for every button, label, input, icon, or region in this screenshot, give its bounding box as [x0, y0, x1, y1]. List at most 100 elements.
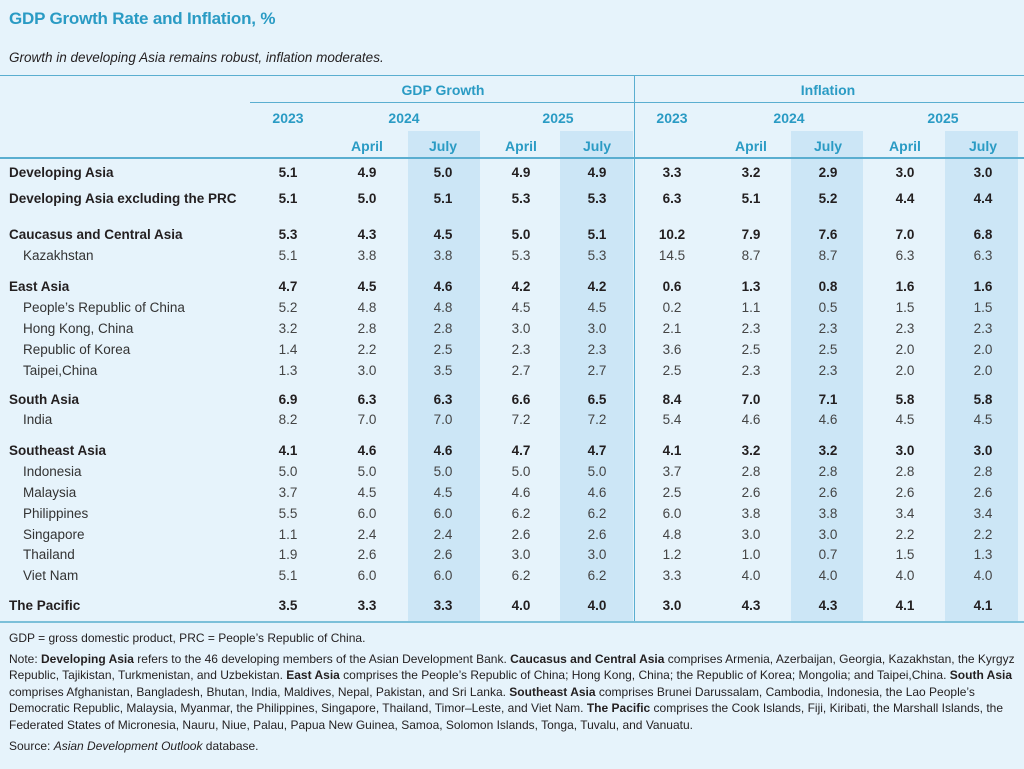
cell-value: 4.0	[818, 568, 838, 583]
cell-value: 2.7	[587, 363, 607, 378]
cell-value: 7.0	[357, 412, 377, 427]
cell-value: 5.0	[587, 464, 607, 479]
row-label: Malaysia	[23, 485, 77, 500]
cell-value: 5.5	[278, 506, 298, 521]
highlight-inflation-2025-july	[945, 131, 1018, 621]
cell-value: 1.0	[741, 547, 761, 562]
cell-value: 4.5	[357, 485, 377, 500]
month-header: April	[351, 138, 383, 154]
cell-value: 5.3	[278, 227, 298, 242]
cell-value: 4.7	[587, 443, 607, 458]
cell-value: 3.3	[662, 568, 682, 583]
note-region-name: Caucasus and Central Asia	[510, 651, 665, 666]
cell-value: 4.4	[973, 191, 993, 206]
cell-value: 6.2	[587, 568, 607, 583]
highlight-inflation-2024-july	[791, 131, 863, 621]
cell-value: 3.0	[895, 443, 915, 458]
cell-value: 0.7	[818, 547, 838, 562]
cell-value: 4.2	[587, 279, 607, 294]
highlight-gdp-2025-july	[560, 131, 633, 621]
row-label: East Asia	[9, 279, 70, 294]
top-rule	[0, 75, 1024, 76]
table-row: Caucasus and Central Asia 5.3 4.3 4.5 5.0 5.1…	[0, 225, 1024, 245]
row-label: Hong Kong, China	[23, 321, 134, 336]
cell-value: 4.0	[741, 568, 761, 583]
cell-value: 1.2	[662, 547, 682, 562]
cell-value: 6.9	[278, 392, 298, 407]
cell-value: 0.2	[662, 300, 682, 315]
cell-value: 7.2	[587, 412, 607, 427]
cell-value: 4.3	[741, 598, 761, 613]
header-rule	[0, 157, 1024, 159]
cell-value: 2.9	[818, 165, 838, 180]
cell-value: 2.0	[895, 342, 915, 357]
cell-value: 5.2	[278, 300, 298, 315]
table-row: Indonesia 5.0 5.0 5.0 5.0 5.0 3.7 2.8 2.8 2.8 2.8	[0, 462, 1024, 482]
cell-value: 6.5	[587, 392, 607, 407]
row-label: Singapore	[23, 527, 85, 542]
cell-value: 5.1	[741, 191, 761, 206]
row-label: Southeast Asia	[9, 443, 107, 458]
month-header: April	[735, 138, 767, 154]
abbreviations-note: GDP = gross domestic product, PRC = Peop…	[9, 631, 366, 645]
cell-value: 8.4	[662, 392, 682, 407]
cell-value: 7.9	[741, 227, 761, 242]
cell-value: 2.6	[895, 485, 915, 500]
cell-value: 2.5	[741, 342, 761, 357]
source-prefix: Source:	[9, 738, 54, 753]
cell-value: 2.8	[895, 464, 915, 479]
cell-value: 7.0	[433, 412, 453, 427]
cell-value: 2.5	[433, 342, 453, 357]
regions-note: Note: Developing Asia refers to the 46 d…	[9, 651, 1019, 734]
cell-value: 2.3	[587, 342, 607, 357]
group-header-inflation: Inflation	[800, 82, 856, 98]
cell-value: 2.6	[818, 485, 838, 500]
cell-value: 5.3	[511, 248, 531, 263]
note-region-text: refers to the 46 developing members of t…	[133, 651, 511, 666]
table-row: Viet Nam 5.1 6.0 6.0 6.2 6.2 3.3 4.0 4.0 4.0 4.0	[0, 566, 1024, 586]
cell-value: 2.6	[587, 527, 607, 542]
cell-value: 1.6	[973, 279, 993, 294]
row-label: People’s Republic of China	[23, 300, 185, 315]
cell-value: 5.1	[433, 191, 453, 206]
row-label: Philippines	[23, 506, 89, 521]
cell-value: 4.1	[662, 443, 682, 458]
cell-value: 3.0	[741, 527, 761, 542]
cell-value: 3.4	[973, 506, 993, 521]
table-row: Hong Kong, China 3.2 2.8 2.8 3.0 3.0 2.1 2.3 2.3…	[0, 319, 1024, 339]
cell-value: 1.5	[895, 547, 915, 562]
cell-value: 4.6	[741, 412, 761, 427]
cell-value: 4.2	[511, 279, 531, 294]
cell-value: 3.0	[973, 165, 993, 180]
cell-value: 4.8	[433, 300, 453, 315]
table-row: Republic of Korea 1.4 2.2 2.5 2.3 2.3 3.6 2.5 2.…	[0, 340, 1024, 360]
cell-value: 2.3	[818, 321, 838, 336]
cell-value: 4.6	[818, 412, 838, 427]
cell-value: 3.0	[587, 321, 607, 336]
cell-value: 3.3	[357, 598, 377, 613]
cell-value: 3.2	[741, 443, 761, 458]
cell-value: 1.3	[278, 363, 298, 378]
cell-value: 4.3	[818, 598, 838, 613]
cell-value: 4.7	[511, 443, 531, 458]
cell-value: 2.5	[662, 485, 682, 500]
cell-value: 5.3	[587, 191, 607, 206]
cell-value: 2.6	[741, 485, 761, 500]
cell-value: 4.5	[973, 412, 993, 427]
cell-value: 5.1	[278, 568, 298, 583]
cell-value: 5.0	[511, 227, 531, 242]
cell-value: 5.1	[278, 165, 298, 180]
row-label: The Pacific	[9, 598, 81, 613]
cell-value: 2.2	[357, 342, 377, 357]
cell-value: 6.0	[433, 568, 453, 583]
cell-value: 4.6	[433, 443, 453, 458]
cell-value: 3.0	[511, 321, 531, 336]
year-header: 2023	[272, 110, 304, 126]
cell-value: 4.6	[433, 279, 453, 294]
table-row: Kazakhstan 5.1 3.8 3.8 5.3 5.3 14.5 8.7 8.7 6.3 6.…	[0, 246, 1024, 266]
note-prefix: Note:	[9, 651, 42, 666]
year-header: 2023	[656, 110, 688, 126]
cell-value: 5.8	[973, 392, 993, 407]
cell-value: 3.2	[741, 165, 761, 180]
group-header-rule	[250, 102, 1024, 103]
